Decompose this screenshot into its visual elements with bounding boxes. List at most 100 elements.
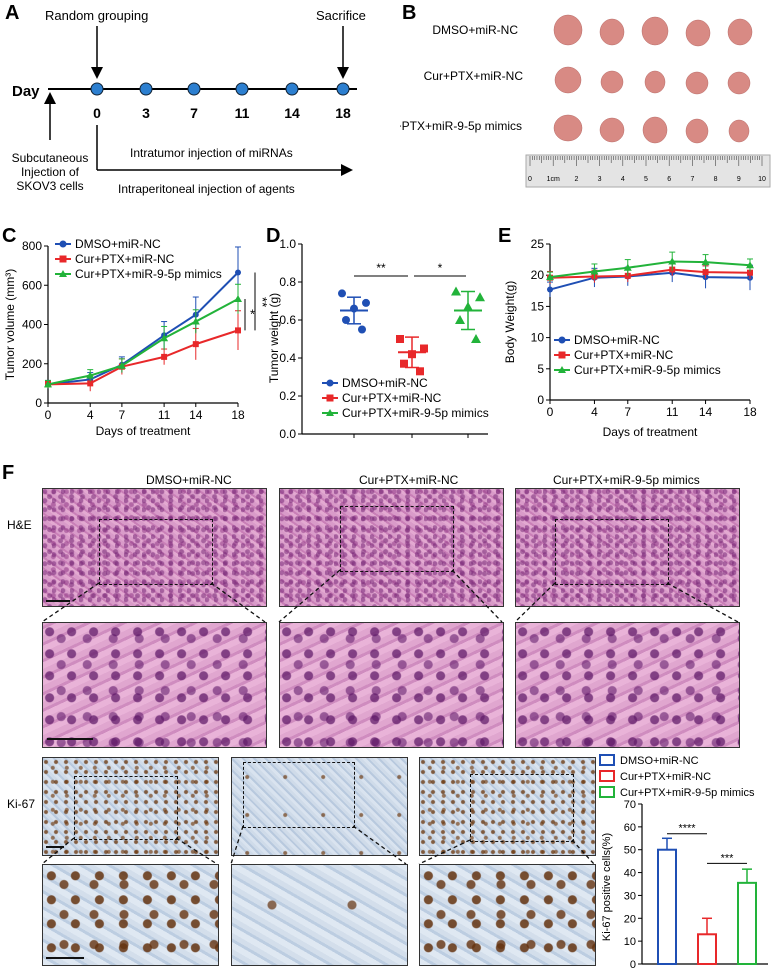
scale-bar (46, 600, 70, 602)
ki67-zoom-mimics (419, 864, 596, 966)
legend-label: Cur+PTX+miR-NC (574, 348, 674, 362)
tumor-volume-chart: 0 200 400 600 800 0 4 7 11 14 18 Days of treatment T… (3, 237, 270, 438)
data-point (161, 353, 168, 360)
day-tick-label: 11 (235, 105, 250, 121)
legend-marker (59, 270, 67, 277)
legend-label: Cur+PTX+miR-9-5p mimics (574, 363, 721, 377)
scale-bar (47, 738, 93, 740)
y-tick-label: 70 (624, 799, 636, 811)
y-tick-label: 0 (630, 959, 636, 969)
y-tick-label: 50 (624, 845, 636, 857)
data-point (747, 269, 753, 276)
series-line (549, 260, 751, 279)
ruler-label: 5 (644, 176, 648, 183)
bar (737, 881, 757, 966)
legend-label: Cur+PTX+miR-9-5p mimics (620, 787, 755, 799)
ki67-roi-box-1 (74, 776, 178, 840)
y-tick-label: 0.6 (279, 313, 296, 327)
significance-label: * (250, 307, 255, 322)
data-point (192, 341, 199, 348)
x-tick-label: 14 (189, 408, 203, 422)
data-point (590, 267, 599, 275)
legend-marker (558, 351, 566, 359)
data-point (475, 292, 485, 302)
day-tick-label: 7 (190, 105, 198, 121)
y-tick-label: 600 (22, 278, 42, 292)
data-point (342, 316, 350, 324)
data-point (463, 301, 473, 311)
x-tick-label: 14 (699, 405, 713, 419)
ruler-label: 10 (758, 176, 766, 183)
series-line (549, 271, 751, 291)
he-roi-box-2 (340, 506, 454, 572)
y-tick-label: 25 (531, 237, 545, 251)
x-tick-label: 18 (743, 405, 757, 419)
x-axis-label: Days of treatment (603, 425, 698, 439)
subcutaneous-line1: Subcutaneous (12, 151, 89, 165)
data-point (396, 335, 404, 343)
sacrifice-label: Sacrifice (316, 8, 366, 23)
day-marker (336, 82, 350, 96)
day-tick-label: 3 (142, 105, 150, 121)
ruler-label: 2 (574, 176, 578, 183)
intratumor-label: Intratumor injection of miRNAs (130, 146, 293, 160)
panel-label-c: C (2, 225, 17, 247)
day-tick-label: 0 (93, 105, 101, 121)
day-marker (285, 82, 299, 96)
data-point (668, 257, 677, 265)
x-tick-label: 11 (158, 408, 171, 422)
day-marker (139, 82, 153, 96)
legend-label: DMSO+miR-NC (342, 376, 428, 390)
panel-label-b: B (402, 2, 417, 24)
he-zoom-mimics (515, 622, 740, 748)
data-point (416, 367, 424, 376)
series-line (47, 329, 239, 386)
ruler-label: 6 (667, 176, 671, 183)
legend-marker (59, 240, 67, 248)
data-point (455, 315, 465, 324)
data-point (471, 334, 481, 343)
data-point (701, 258, 710, 266)
subcutaneous-line3: SKOV3 cells (16, 179, 83, 193)
he-row-label: H&E (7, 518, 32, 532)
ruler-label: 7 (690, 176, 694, 183)
y-tick-label: 30 (624, 890, 636, 902)
bar (697, 933, 717, 966)
he-roi-box-1 (99, 519, 213, 585)
photo-row-label-1: DMSO+miR-NC (432, 23, 518, 37)
legend-label: Cur+PTX+miR-NC (342, 391, 442, 405)
y-tick-label: 0.2 (279, 389, 296, 403)
ki67-roi-box-2 (243, 762, 355, 828)
data-point (191, 317, 200, 325)
legend-label: DMSO+miR-NC (574, 333, 660, 347)
ruler-label: 1cm (547, 176, 560, 183)
day-markers: 0 3 7 11 14 18 (90, 82, 351, 121)
data-point (358, 325, 366, 334)
day-marker (235, 82, 249, 96)
legend-marker (326, 394, 334, 402)
y-tick-label: 5 (537, 362, 544, 376)
y-tick-label: 0.0 (279, 427, 296, 441)
ruler-label: 3 (598, 176, 602, 183)
he-group-label-2: Cur+PTX+miR-NC (359, 473, 459, 487)
data-point (160, 334, 169, 342)
y-tick-label: 10 (624, 936, 636, 948)
ki67-row-label: Ki-67 (7, 797, 36, 811)
data-point (547, 286, 553, 293)
data-point (702, 269, 709, 276)
ki67-zoom-ptx (231, 864, 408, 966)
tumor-photo: DMSO+miR-NC Cur+PTX+miR-NC Cur+PTX+miR-9… (400, 0, 775, 200)
panel-label-e: E (498, 225, 512, 247)
y-tick-label: 0.8 (279, 275, 296, 289)
x-tick-label: 0 (45, 408, 52, 422)
data-point (623, 263, 632, 271)
data-point (746, 261, 754, 269)
data-point (420, 344, 428, 353)
day-label: Day (12, 83, 40, 100)
data-point (400, 359, 408, 368)
legend-label: DMSO+miR-NC (75, 237, 161, 251)
day-marker (90, 82, 104, 96)
data-point (234, 294, 242, 302)
legend-marker (326, 379, 334, 387)
